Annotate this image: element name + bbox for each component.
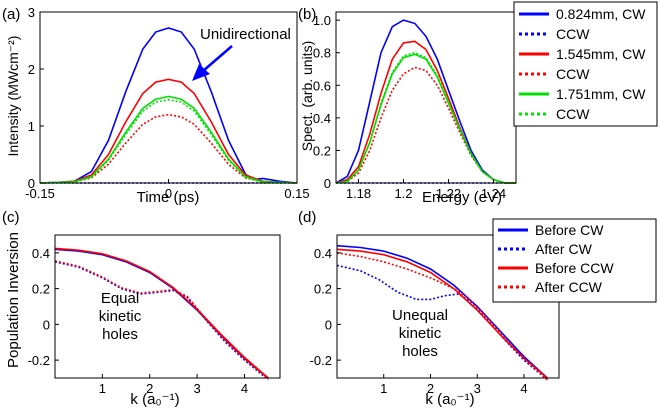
axis-label-y-c: Population Inversion [5, 232, 22, 368]
annotation-kinetic: kinetic [99, 308, 142, 325]
x-tick-label: 4 [241, 381, 248, 396]
legend-label: Before CW [535, 222, 604, 238]
x-tick-label: 2 [427, 381, 434, 396]
series-ccw2-line [39, 113, 298, 184]
series-cw2-line [335, 40, 516, 184]
axis-label-y-a: Intensity (MWcm⁻²) [5, 36, 21, 157]
legend-label: CCW [556, 26, 590, 42]
series-after_cw-line [54, 261, 269, 381]
x-tick-label: 2 [146, 381, 153, 396]
plot-frame [336, 234, 560, 379]
chart-panel-b: 1.18 1.2 1.22 1.24 0 0.2 0.4 0.6 0.8 1.0 [313, 11, 517, 201]
axis-label-y-b: Spect. (arb. units) [299, 41, 315, 152]
x-tick-label: 0.15 [284, 186, 309, 201]
y-tick-label: 0.2 [313, 143, 331, 158]
axis-label-x-a: Time (ps) [137, 189, 200, 206]
annotation-equal: Equal [101, 290, 139, 307]
axis-label-x-b: Energy (eV) [422, 189, 502, 206]
x-tick-label: -0.15 [25, 186, 55, 201]
y-tick-label: -0.2 [28, 353, 50, 368]
y-tick-label: 2 [28, 62, 35, 77]
annotation-holes: holes [102, 326, 138, 343]
legend-spectrum: 0.824mm, CW CCW 1.545mm, CW CCW 1.751mm, CW C… [513, 1, 658, 127]
panel-label-d: (d) [298, 209, 316, 226]
x-tick-label: 3 [474, 381, 481, 396]
x-tick-label: 1.2 [394, 186, 412, 201]
series-ccw3-line [39, 98, 298, 184]
y-tick-label: -0.2 [310, 353, 332, 368]
legend-label: Before CCW [535, 260, 614, 276]
series-after_ccw-line [54, 260, 269, 380]
y-tick-label: 0.8 [313, 46, 331, 61]
legend-label: 0.824mm, CW [556, 6, 646, 22]
chart-panel-d: 1 2 3 4 -0.2 0 0.2 0.4 [310, 234, 560, 396]
legend-label: CCW [556, 106, 590, 122]
axis-label-x-c: k (a₀⁻¹) [130, 391, 179, 408]
annotation-holes: holes [402, 343, 438, 360]
series-before_cw-line [54, 248, 269, 379]
legend-label: 1.545mm, CW [556, 46, 646, 62]
y-tick-label: 0.2 [32, 282, 50, 297]
y-tick-label: 1.0 [313, 13, 331, 28]
y-tick-label: 3 [28, 5, 35, 20]
series-ccw2-line [335, 66, 516, 184]
series-cw1-line [39, 27, 298, 184]
annotation-unequal: Unequal [392, 307, 448, 324]
x-tick-label: 1.24 [481, 186, 506, 201]
series-before_ccw-line [54, 247, 269, 379]
y-tick-label: 1 [28, 119, 35, 134]
series-cw2-line [39, 78, 298, 184]
axis-label-x-d: k (a₀⁻¹) [425, 391, 474, 408]
series-before_cw-line [336, 244, 548, 379]
legend-label: 1.751mm, CW [556, 86, 646, 102]
annotation-unidirectional: Unidirectional [200, 26, 291, 43]
y-tick-label: 0.2 [314, 282, 332, 297]
x-tick-label: 0 [165, 186, 172, 201]
plot-frame [54, 234, 281, 379]
y-tick-label: 0.4 [32, 246, 50, 261]
legend-label: After CCW [535, 279, 603, 295]
y-tick-label: 0 [324, 176, 331, 191]
chart-panel-c: 1 2 3 4 -0.2 0 0.2 0.4 [28, 234, 281, 396]
x-tick-label: 1 [99, 381, 106, 396]
annotation-kinetic: kinetic [399, 325, 442, 342]
panel-label-a: (a) [2, 6, 20, 23]
x-tick-label: 1 [380, 381, 387, 396]
series-cw3-line [335, 53, 516, 184]
y-tick-label: 0 [43, 317, 50, 332]
x-tick-label: 4 [520, 381, 527, 396]
series-cw3-line [39, 95, 298, 184]
y-tick-label: 0.6 [313, 78, 331, 93]
legend-label: CCW [556, 66, 590, 82]
x-tick-label: 1.18 [346, 186, 371, 201]
y-tick-label: 0 [28, 176, 35, 191]
legend-inversion: Before CW After CW Before CCW After CCW [492, 218, 657, 303]
series-after_ccw-line [336, 252, 548, 381]
series-cw1-line [335, 19, 516, 184]
y-tick-label: 0.4 [314, 246, 332, 261]
x-tick-label: 3 [193, 381, 200, 396]
panel-label-b: (b) [298, 6, 316, 23]
y-tick-label: 0 [325, 317, 332, 332]
arrow-icon [192, 45, 233, 81]
legend-label: After CW [535, 241, 593, 257]
x-tick-label: 1.22 [436, 186, 461, 201]
panel-label-c: (c) [2, 209, 20, 226]
y-tick-label: 0.4 [313, 111, 331, 126]
